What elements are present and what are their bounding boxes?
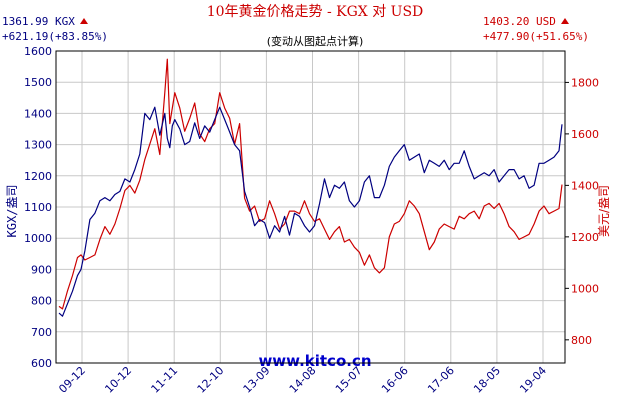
x-tick-label: 10-12 <box>102 364 134 396</box>
left-axis-label: KGX/盎司 <box>5 185 19 238</box>
up-arrow-icon <box>79 18 88 24</box>
usd-change: +477.90(+51.65%) <box>483 30 589 43</box>
kgx-price: 1361.99 KGX <box>2 15 75 28</box>
left-tick-label: 1100 <box>24 201 52 214</box>
left-axis: 600 700 800 900 1000 1100 1200 1300 1400 1500 1600 <box>24 45 52 370</box>
left-tick-label: 1600 <box>24 45 52 58</box>
left-tick-label: 1000 <box>24 232 52 245</box>
chart-subtitle: (变动从图起点计算) <box>266 35 364 48</box>
left-tick-label: 1300 <box>24 139 52 152</box>
kgx-price-row: 1361.99 KGX <box>2 15 88 28</box>
kgx-change: +621.19(+83.85%) <box>2 30 108 43</box>
x-tick-label: 18-05 <box>471 364 503 396</box>
usd-price: 1403.20 USD <box>483 15 556 28</box>
chart-title: 10年黄金价格走势 - KGX 对 USD <box>206 4 424 20</box>
left-tick-label: 1500 <box>24 76 52 89</box>
up-arrow-icon <box>560 18 569 24</box>
kgx-series-line <box>58 106 563 317</box>
x-tick-label: 11-11 <box>149 364 181 396</box>
x-tick-label: 19-04 <box>517 364 549 396</box>
right-axis-label: 美元/盎司 <box>597 185 611 237</box>
right-tick-label: 1600 <box>571 128 599 141</box>
left-tick-label: 1200 <box>24 170 52 183</box>
left-tick-label: 800 <box>31 295 52 308</box>
left-tick-label: 700 <box>31 326 52 339</box>
right-tick-label: 1400 <box>571 179 599 192</box>
right-tick-label: 1200 <box>571 231 599 244</box>
plot-frame <box>55 50 566 364</box>
left-tick-label: 900 <box>31 263 52 276</box>
watermark: www.kitco.cn <box>258 352 371 370</box>
left-tick-label: 600 <box>31 357 52 370</box>
x-tick-label: 12-10 <box>195 364 227 396</box>
usd-series-line <box>58 58 563 310</box>
usd-price-row: 1403.20 USD <box>483 15 569 28</box>
x-tick-label: 13-09 <box>241 364 273 396</box>
x-tick-label: 17-06 <box>425 364 457 396</box>
right-tick-label: 1000 <box>571 282 599 295</box>
right-tick-label: 1800 <box>571 76 599 89</box>
right-axis: 800 1000 1200 1400 1600 1800 <box>565 76 599 347</box>
right-tick-label: 800 <box>571 334 592 347</box>
series-layer <box>58 58 563 317</box>
left-tick-label: 1400 <box>24 107 52 120</box>
x-tick-label: 16-06 <box>379 364 411 396</box>
x-tick-label: 09-12 <box>56 364 88 396</box>
